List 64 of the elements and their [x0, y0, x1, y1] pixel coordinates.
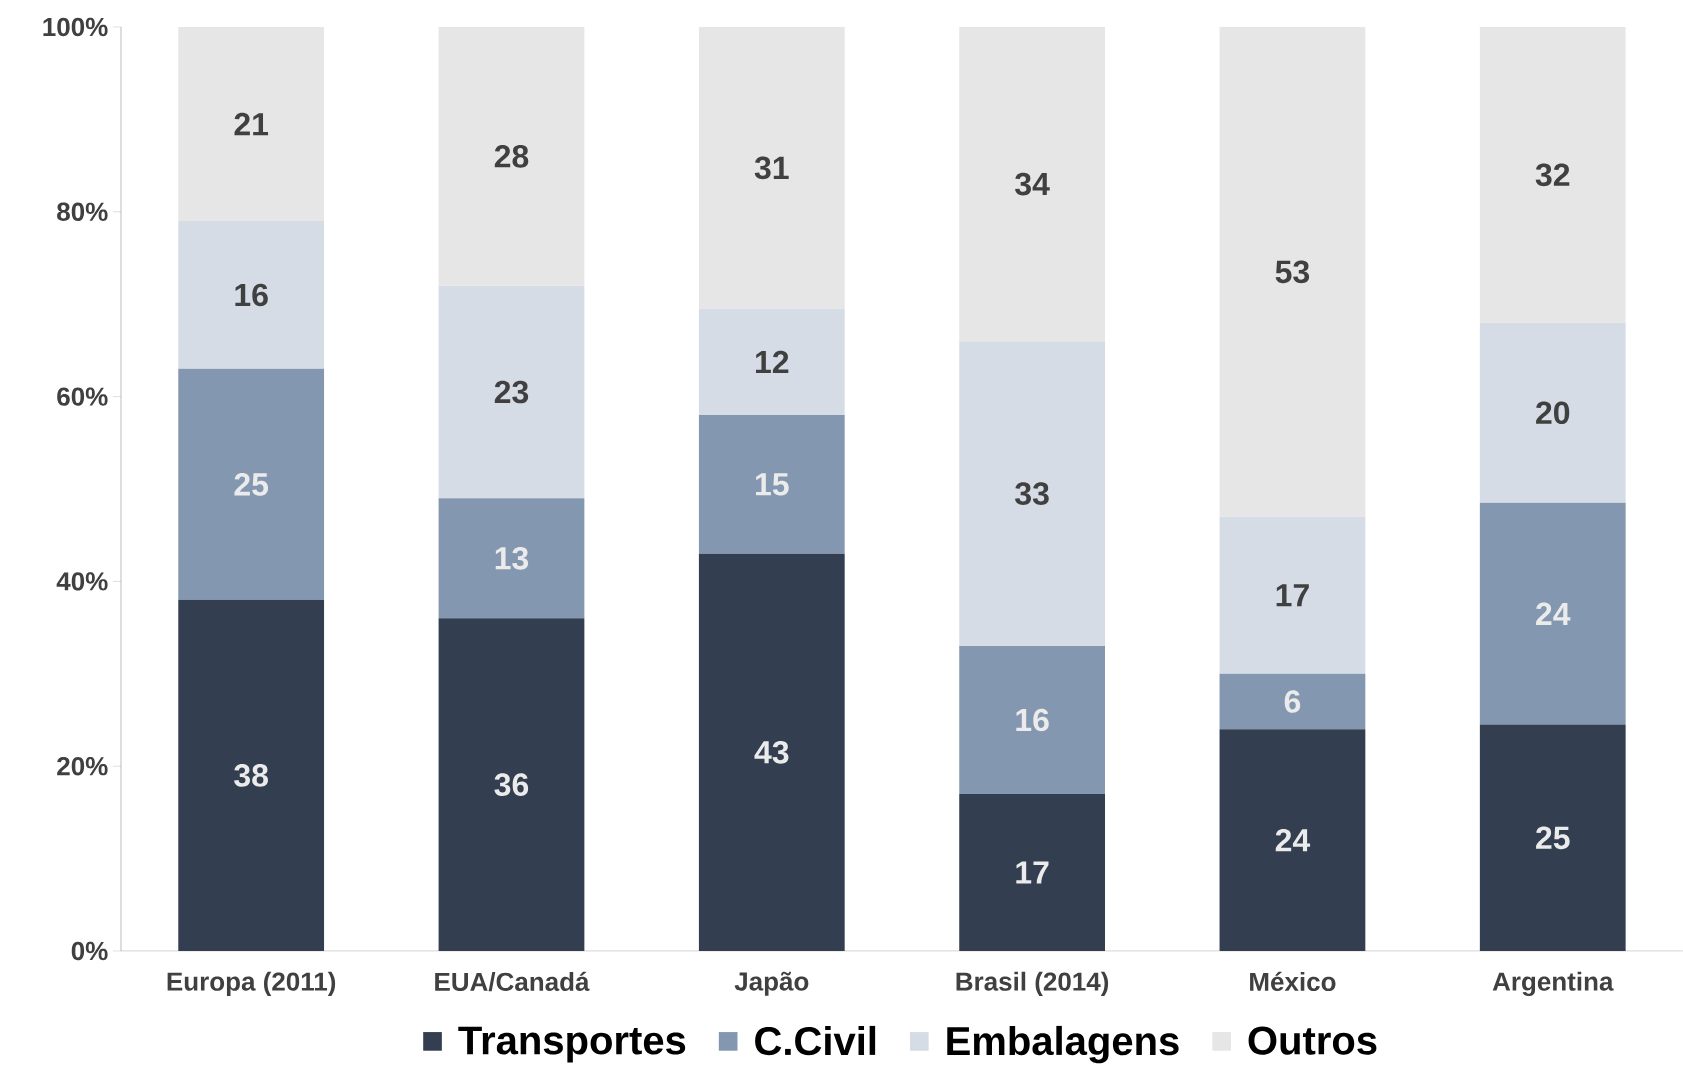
x-tick-label: Argentina [1492, 971, 1614, 997]
y-tick-label: 20% [57, 757, 108, 776]
bar [959, 341, 1106, 647]
data-label: 17 [1016, 861, 1049, 884]
legend-label: Embalagens [947, 1025, 1179, 1064]
bar [438, 26, 585, 286]
bar [178, 599, 325, 951]
data-label: 32 [1535, 163, 1570, 187]
data-label: 20 [1536, 401, 1570, 425]
bar [698, 415, 845, 554]
data-label: 25 [234, 473, 269, 496]
x-tick-label: Brasil (2014) [956, 971, 1109, 996]
bar [698, 308, 845, 416]
data-label: 43 [754, 741, 789, 764]
x-tick-label: Japão [734, 971, 809, 996]
data-label: 53 [1275, 260, 1310, 284]
data-label: 24 [1536, 602, 1571, 625]
bar [959, 26, 1106, 342]
y-tick-label: 40% [56, 572, 108, 591]
bar [1479, 322, 1626, 503]
bar [178, 368, 325, 600]
data-label: 17 [1276, 584, 1309, 607]
bar [438, 285, 585, 499]
bar [438, 498, 585, 619]
data-label: 6 [1284, 690, 1301, 713]
bar [1479, 724, 1626, 951]
bar [1219, 729, 1366, 951]
bar [698, 26, 845, 309]
legend-label: Outros [1248, 1026, 1377, 1055]
y-tick-label: 100% [43, 17, 108, 37]
data-label: 16 [1016, 708, 1049, 732]
legend-label: Transportes [458, 1026, 686, 1063]
x-tick-label: EUA/Canadá [435, 971, 590, 992]
data-label: 25 [1536, 826, 1570, 850]
legend-label: C.Civil [755, 1025, 876, 1056]
bar [1479, 502, 1626, 725]
bar [178, 221, 325, 369]
x-tick-label: Europa (2011) [167, 971, 336, 996]
y-tick-label: 80% [57, 202, 108, 221]
data-label: 33 [1015, 482, 1049, 505]
y-tick-label: 60% [57, 387, 108, 406]
data-label: 23 [494, 380, 529, 404]
data-label: 38 [234, 764, 268, 787]
data-label: 28 [494, 145, 529, 168]
data-label: 13 [495, 546, 529, 570]
bar [698, 553, 845, 951]
bar [1219, 516, 1366, 674]
data-label: 21 [234, 112, 269, 136]
bar [959, 646, 1106, 794]
data-label: 36 [494, 773, 529, 797]
x-tick-label: México [1250, 971, 1336, 992]
bar [1219, 673, 1366, 730]
bar [178, 26, 325, 222]
data-label: 15 [756, 473, 789, 496]
data-label: 24 [1275, 828, 1311, 852]
bar [1479, 26, 1626, 323]
bar [959, 793, 1106, 951]
bar [1219, 26, 1366, 517]
data-label: 12 [756, 350, 789, 374]
y-tick-label: 0% [71, 941, 108, 961]
bar [438, 618, 585, 951]
data-label: 16 [235, 283, 268, 307]
data-label: 31 [754, 156, 789, 180]
data-label: 34 [1015, 172, 1050, 196]
